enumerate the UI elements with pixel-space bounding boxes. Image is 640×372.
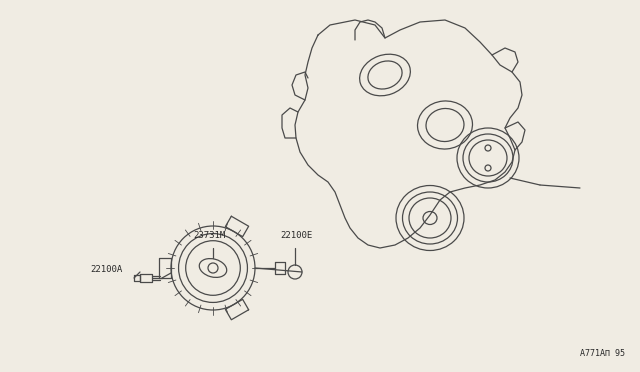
Text: A771AΠ 95: A771AΠ 95 — [580, 349, 625, 358]
Text: 22100A: 22100A — [90, 265, 122, 274]
Text: 22100E: 22100E — [280, 231, 312, 240]
Text: 23731M: 23731M — [193, 231, 225, 240]
